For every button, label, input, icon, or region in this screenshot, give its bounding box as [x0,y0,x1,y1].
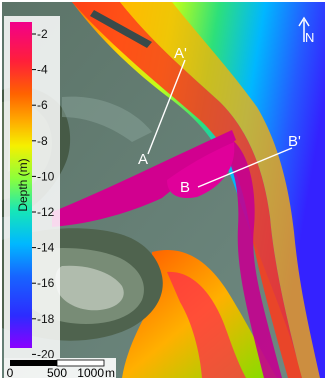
bathymetry-deep-band [72,2,302,378]
tidal-channel [52,130,236,227]
legend-tick-label: -16 [37,276,55,290]
legend-tick-label: -8 [37,134,48,148]
label-b-prime: B' [288,133,301,150]
label-a: A [138,151,148,168]
north-arrow-icon: N [298,16,314,45]
scale-label-0: 0 [7,366,14,378]
island-south-sand [55,265,124,311]
scale-bar: 0 500 1000 m [4,358,116,378]
bathymetry-shelf [72,2,325,378]
bathymetry-map: A A' B B' N Depth (m) -2-4-6-8-10-12-14-… [2,2,325,378]
shoal [62,96,152,142]
dark-strip [90,10,152,48]
legend-tick-label: -20 [37,347,55,361]
legend-tick-label: -14 [37,241,55,255]
channel-lobe [167,142,235,199]
channel-ring [220,138,282,378]
north-label: N [305,30,314,45]
scale-segment-1 [10,360,57,366]
scale-label-1000: 1000 [77,366,104,378]
map-frame: A A' B B' N Depth (m) -2 -4 -6 -8 -10 -12 -14-… [2,2,325,378]
bathymetry-mid-band [120,2,320,378]
label-b: B [180,179,190,196]
legend-tick-label: -18 [37,312,55,326]
label-a-prime: A' [174,45,187,62]
scale-unit: m [105,366,115,378]
bathymetry-lower-deep [167,271,246,378]
depth-legend: Depth (m) -2 -4 -6 -8 -10 -12 -14 -16 -18 -20 [4,16,60,361]
legend-title: Depth (m) [16,158,30,211]
legend-tick-label: -10 [37,169,55,183]
legend-tick-label: -12 [37,205,55,219]
legend-ticks: -2 -4 -6 -8 -10 -12 -14 -16 -18 -20 [32,27,55,361]
profile-line-b [197,147,293,188]
legend-tick-label: -6 [37,98,48,112]
scale-segment-2 [56,359,105,367]
profile-line-a [147,59,186,155]
legend-tick-label: -4 [37,63,48,77]
legend-tick-label: -2 [37,27,48,41]
scale-label-500: 500 [47,366,67,378]
legend-colorbar [10,22,32,348]
